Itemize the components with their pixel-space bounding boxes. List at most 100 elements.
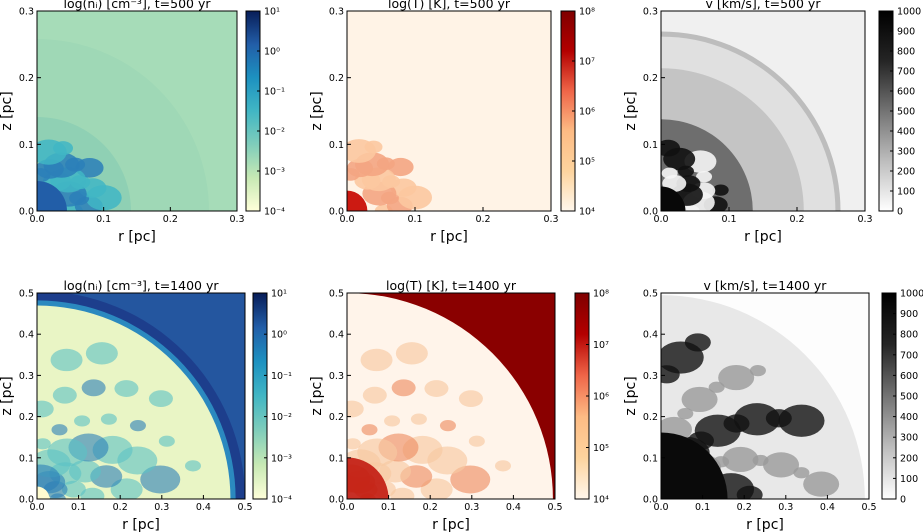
x-tick-label: 0.2 [113,502,128,513]
colorbar-tick-label: 10⁵ [579,157,595,168]
colorbar-tick-label: 200 [897,167,915,178]
plot-frame [660,292,870,500]
heatmap-image [347,11,551,211]
colorbar-tick-label: 600 [897,87,915,98]
y-tick-label: 0.1 [329,453,344,464]
x-tick-label: 0.5 [861,502,876,513]
y-tick-label: 0.2 [643,73,658,84]
x-tick-label: 0.3 [778,502,793,513]
colorbar-tick-label: 100 [897,187,915,198]
colorbar-tick-label: 0 [900,495,906,506]
x-axis-label: r [pc] [118,229,156,245]
x-tick-label: 0.1 [96,214,111,225]
x-tick-label: 0.1 [695,502,710,513]
y-tick-label: 0.0 [19,495,34,506]
panel-1: log(nᵢ) [cm⁻³], t=500 yr 0.0 0.1 0.2 0.3 0.0 0… [0,0,285,245]
y-tick-label: 0.1 [19,140,34,151]
x-tick-label: 0.1 [407,214,422,225]
x-tick-label: 0.3 [154,502,169,513]
y-axis-label: z [pc] [309,91,325,130]
y-tick-label: 0.3 [329,371,344,382]
y-tick-label: 0.4 [329,330,344,341]
x-tick-label: 0.2 [423,502,438,513]
heatmap-image [37,11,237,211]
x-axis-label: r [pc] [430,229,468,245]
colorbar-tick-label: 900 [900,309,918,320]
colorbar-tick-label: 10⁴ [579,207,595,218]
y-axis-label: z [pc] [309,376,325,415]
x-axis-label: r [pc] [746,517,784,532]
y-axis-label: z [pc] [0,376,15,415]
y-tick-label: 0.5 [19,289,34,300]
panel-3: v [km/s], t=500 yr 0.0 0.1 0.2 0.3 0.0 0.1 0.2 0… [623,0,921,245]
x-tick-label: 0.5 [237,502,252,513]
x-tick-label: 0.0 [653,214,668,225]
colorbar-tick-label: 800 [900,330,918,341]
chart-title: log(nᵢ) [cm⁻³], t=1400 yr [64,278,220,293]
colorbar-tick-label: 0 [897,207,903,218]
colorbar-tick-label: 300 [900,433,918,444]
colorbar-tick-label: 500 [897,107,915,118]
colorbar-tick-label: 10⁻³ [271,453,292,464]
y-tick-label: 0.4 [19,330,34,341]
x-tick-label: 0.5 [547,502,562,513]
colorbar-tick-label: 1000 [897,7,921,18]
chart-title: log(T) [K], t=1400 yr [386,278,517,293]
x-tick-label: 0.1 [381,502,396,513]
colorbar-tick-label: 400 [900,412,918,423]
y-tick-label: 0.2 [329,412,344,423]
chart-title: log(T) [K], t=500 yr [388,0,511,11]
plot-frame [346,10,552,212]
colorbar-tick-label: 10⁻¹ [271,371,292,382]
plot-frame [36,292,246,500]
heatmap-image [661,293,869,499]
colorbar-tick-label: 10⁶ [593,392,609,403]
colorbar-tick-label: 300 [897,147,915,158]
y-tick-label: 0.2 [643,412,658,423]
y-axis-label: z [pc] [623,376,639,415]
colorbar-tick-label: 10⁻¹ [264,87,285,98]
y-tick-label: 0.2 [329,73,344,84]
x-tick-label: 0.2 [737,502,752,513]
x-axis-label: r [pc] [122,517,160,532]
colorbar-tick-label: 10⁷ [593,340,609,351]
heatmap-image [37,293,245,499]
x-tick-label: 0.1 [721,214,736,225]
x-tick-label: 0.2 [163,214,178,225]
panel-6: v [km/s], t=1400 yr 0.0 0.1 0.2 0.3 0.4 0.5 0.0… [623,278,923,532]
y-tick-label: 0.1 [643,453,658,464]
y-tick-label: 0.1 [19,453,34,464]
x-tick-label: 0.0 [339,214,354,225]
colorbar-tick-label: 10⁻³ [264,167,285,178]
colorbar-tick-label: 500 [900,392,918,403]
colorbar-tick-label: 10⁸ [593,289,609,300]
y-tick-label: 0.0 [643,495,658,506]
panel-5: log(T) [K], t=1400 yr 0.0 0.1 0.2 0.3 0.4 0.5 0… [309,278,609,532]
x-axis-label: r [pc] [744,229,782,245]
colorbar-tick-label: 10¹ [271,289,287,300]
x-axis-label: r [pc] [432,517,470,532]
y-tick-label: 0.3 [19,371,34,382]
x-tick-label: 0.2 [789,214,804,225]
x-tick-label: 0.3 [464,502,479,513]
chart-title: v [km/s], t=1400 yr [704,278,828,293]
heatmap-image [347,293,555,499]
x-tick-label: 0.1 [71,502,86,513]
colorbar-tick-label: 10⁶ [579,107,595,118]
y-tick-label: 0.2 [19,412,34,423]
y-tick-label: 0.0 [643,207,658,218]
colorbar-tick-label: 10⁸ [579,7,595,18]
y-tick-label: 0.5 [643,289,658,300]
colorbar-tick-label: 10⁴ [593,495,609,506]
x-tick-label: 0.4 [506,502,521,513]
x-tick-label: 0.0 [29,214,44,225]
y-tick-label: 0.2 [19,73,34,84]
colorbar-tick-label: 800 [897,47,915,58]
x-tick-label: 0.3 [857,214,872,225]
y-axis-label: z [pc] [0,91,15,130]
x-tick-label: 0.4 [820,502,835,513]
colorbar-tick-label: 100 [900,474,918,485]
x-tick-label: 0.4 [196,502,211,513]
x-tick-label: 0.0 [29,502,44,513]
y-tick-label: 0.4 [643,330,658,341]
